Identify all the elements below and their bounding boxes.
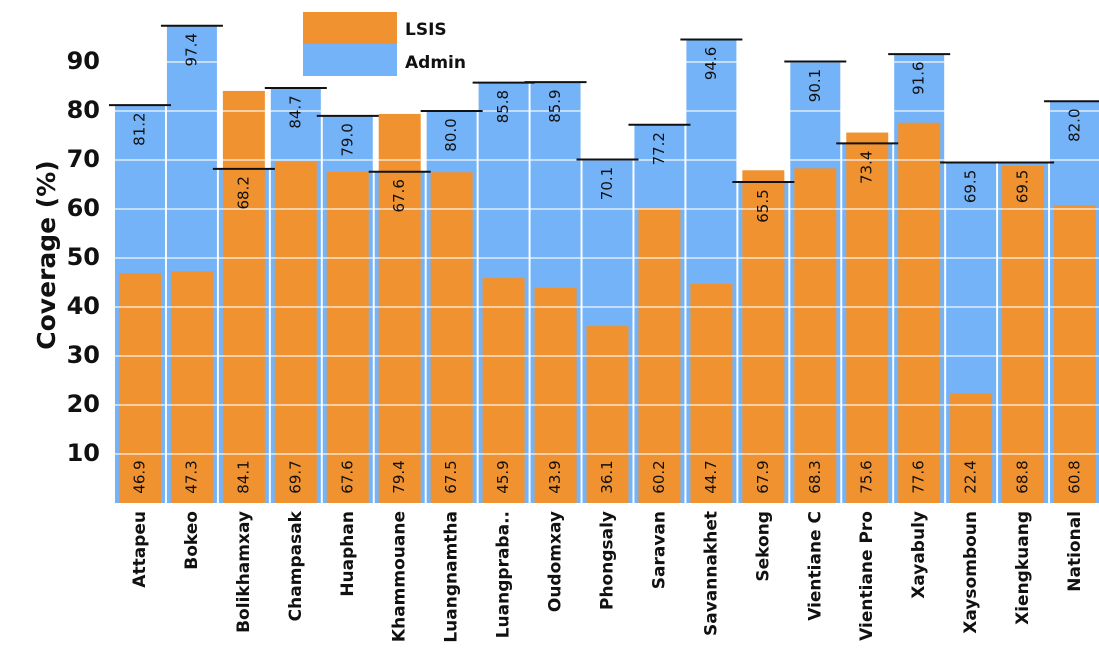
x-tick-label-18: National: [1065, 511, 1085, 592]
y-tick-label-90: 90: [67, 47, 100, 75]
legend-swatch-admin: [303, 44, 397, 76]
x-tick-label-0: Attapeu: [130, 511, 150, 588]
bar-lsis-4: [326, 171, 369, 503]
bars: [114, 25, 1099, 504]
admin-value-label-13: 90.1: [806, 69, 824, 102]
y-tick-label-30: 30: [67, 341, 100, 369]
lsis-value-label-5: 79.4: [390, 460, 408, 493]
admin-value-label-17: 69.5: [1014, 170, 1032, 203]
bar-lsis-1: [170, 271, 213, 503]
admin-value-label-18: 82.0: [1066, 108, 1084, 141]
legend-label-admin: Admin: [405, 53, 466, 73]
legend-label-lsis: LSIS: [405, 20, 447, 40]
x-tick-label-3: Champasak: [286, 510, 306, 621]
bar-lsis-14: [846, 132, 889, 503]
y-tick-label-80: 80: [67, 96, 100, 124]
admin-value-label-3: 84.7: [286, 95, 304, 128]
bar-lsis-7: [482, 278, 525, 503]
x-axis: Attapeu Bokeo Bolikhamxay Champasak Huaphan K…: [130, 510, 1085, 642]
lsis-value-label-16: 22.4: [962, 460, 980, 493]
admin-value-label-1: 97.4: [182, 33, 200, 66]
x-tick-label-4: Huaphan: [338, 511, 358, 597]
admin-value-label-10: 77.2: [650, 132, 668, 165]
lsis-value-label-15: 77.6: [910, 460, 928, 493]
x-tick-label-9: Phongsaly: [598, 511, 618, 610]
x-tick-label-15: Xayabuly: [909, 511, 929, 599]
lsis-value-label-8: 43.9: [546, 460, 564, 493]
admin-value-label-7: 85.8: [494, 90, 512, 123]
lsis-value-label-7: 45.9: [494, 460, 512, 493]
lsis-value-label-11: 44.7: [702, 460, 720, 493]
x-tick-label-1: Bokeo: [182, 511, 202, 570]
lsis-value-label-12: 67.9: [754, 460, 772, 493]
lsis-value-label-4: 67.6: [338, 460, 356, 493]
lsis-value-label-18: 60.8: [1066, 460, 1084, 493]
x-tick-label-10: Saravan: [649, 511, 669, 589]
admin-value-label-4: 79.0: [338, 123, 356, 156]
x-tick-label-5: Khammouane: [390, 511, 410, 642]
y-tick-label-50: 50: [67, 243, 100, 271]
lsis-value-label-17: 68.8: [1014, 460, 1032, 493]
bar-lsis-16: [950, 393, 993, 503]
admin-value-label-6: 80.0: [442, 118, 460, 151]
bar-lsis-6: [430, 172, 473, 503]
admin-value-label-12: 65.5: [754, 189, 772, 222]
bar-lsis-8: [534, 287, 577, 503]
bar-lsis-15: [898, 122, 941, 503]
x-tick-label-7: Luangpraba..: [494, 511, 514, 638]
x-tick-label-17: Xiengkuang: [1013, 511, 1033, 625]
data-labels: 81.2 46.9 97.4 47.3 68.2 84.1 84.7 69.7 79.0 67.6…: [130, 33, 1083, 494]
lsis-value-label-9: 36.1: [598, 460, 616, 493]
x-tick-label-6: Luangnamtha: [442, 511, 462, 643]
admin-value-label-5: 67.6: [390, 179, 408, 212]
admin-value-label-8: 85.9: [546, 89, 564, 122]
admin-value-label-9: 70.1: [598, 167, 616, 200]
lsis-value-label-13: 68.3: [806, 460, 824, 493]
admin-cap-lines: [108, 24, 1099, 184]
lsis-value-label-3: 69.7: [286, 460, 304, 493]
x-tick-label-13: Vientiane C: [805, 511, 825, 621]
y-tick-label-70: 70: [67, 145, 100, 173]
admin-value-label-14: 73.4: [858, 151, 876, 184]
y-axis-label: Coverage (%): [32, 160, 61, 349]
bar-lsis-12: [742, 170, 785, 504]
y-tick-label-10: 10: [67, 439, 100, 467]
legend-swatch-lsis: [303, 12, 397, 44]
x-tick-label-16: Xaysomboun: [961, 511, 981, 634]
lsis-value-label-10: 60.2: [650, 460, 668, 493]
y-tick-label-20: 20: [67, 390, 100, 418]
bar-lsis-18: [1054, 205, 1097, 503]
lsis-value-label-6: 67.5: [442, 460, 460, 493]
bar-lsis-17: [1002, 165, 1045, 503]
admin-value-label-16: 69.5: [962, 170, 980, 203]
bar-lsis-3: [274, 161, 317, 503]
y-tick-label-40: 40: [67, 292, 100, 320]
bar-lsis-13: [794, 168, 837, 503]
y-axis: 10 20 30 40 50 60 70 80 90: [67, 47, 100, 467]
admin-value-label-2: 68.2: [234, 176, 252, 209]
lsis-value-label-2: 84.1: [234, 460, 252, 493]
lsis-value-label-1: 47.3: [182, 460, 200, 493]
admin-value-label-11: 94.6: [702, 47, 720, 80]
bar-lsis-0: [118, 273, 161, 503]
legend: LSIS Admin: [303, 12, 466, 76]
admin-value-label-0: 81.2: [130, 112, 148, 145]
bar-lsis-2: [222, 90, 265, 503]
lsis-value-label-14: 75.6: [858, 460, 876, 493]
x-tick-label-11: Savannakhet: [701, 511, 721, 636]
admin-value-label-15: 91.6: [910, 61, 928, 94]
x-tick-label-14: Vientiane Pro: [857, 511, 877, 641]
bar-lsis-11: [690, 283, 733, 503]
x-tick-label-8: Oudomxay: [546, 511, 566, 612]
x-tick-label-12: Sekong: [753, 511, 773, 582]
lsis-value-label-0: 46.9: [130, 460, 148, 493]
x-tick-label-2: Bolikhamxay: [234, 511, 254, 633]
bar-lsis-5: [378, 113, 421, 503]
y-tick-label-60: 60: [67, 194, 100, 222]
